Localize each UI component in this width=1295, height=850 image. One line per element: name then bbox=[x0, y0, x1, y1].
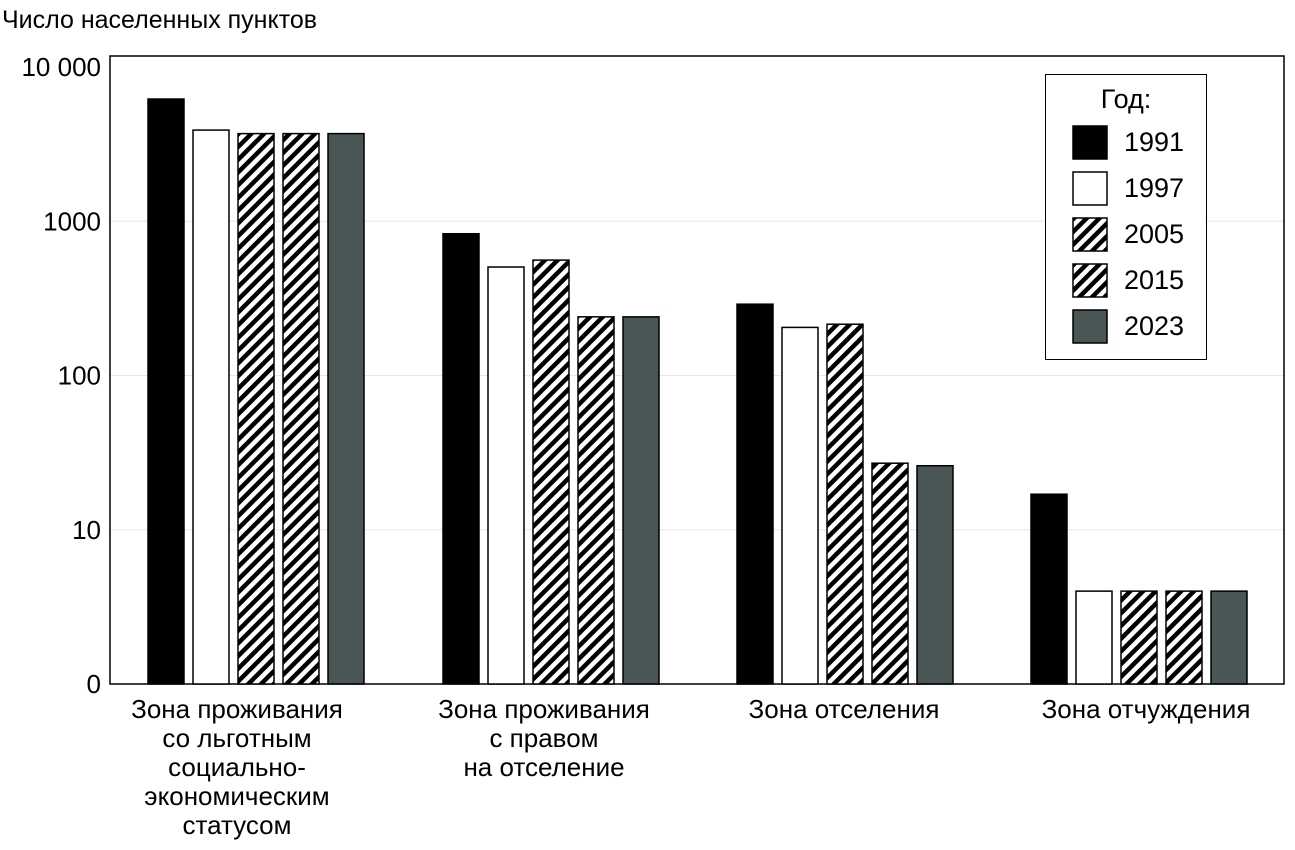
y-tick-label-1: 1000 bbox=[43, 206, 101, 236]
legend-label-2005: 2005 bbox=[1124, 219, 1185, 249]
bar-2023-cat-0 bbox=[327, 132, 365, 685]
category-label-0-line-2: социально- bbox=[168, 752, 306, 782]
bar-1997-cat-1 bbox=[487, 266, 525, 685]
category-label-0: Зона проживания со льготным социально- э… bbox=[87, 695, 387, 840]
bar-2005-cat-1 bbox=[532, 259, 570, 685]
bar-2015-cat-0 bbox=[282, 132, 320, 685]
bar-1997-cat-3 bbox=[1075, 590, 1113, 685]
legend-swatch-rect-1997 bbox=[1072, 171, 1108, 206]
bar-2015-cat-1 bbox=[577, 316, 615, 685]
category-label-0-line-4: статусом bbox=[182, 810, 292, 840]
bar-1997-cat-2 bbox=[781, 326, 819, 685]
category-label-3-line-0: Зона отчуждения bbox=[1041, 694, 1251, 724]
category-label-0-line-0: Зона проживания bbox=[131, 694, 343, 724]
y-tick-label-4: 0 bbox=[87, 669, 101, 699]
bar-1991-cat-3 bbox=[1030, 493, 1068, 685]
bar-1991-cat-1 bbox=[442, 232, 480, 685]
category-label-1-line-2: на отселение bbox=[463, 752, 625, 782]
legend-swatch-rect-2005 bbox=[1072, 217, 1108, 252]
legend: Год: 1991 1997 2005 2015 2023 bbox=[1045, 74, 1207, 360]
legend-label-2023: 2023 bbox=[1124, 311, 1185, 341]
y-tick-label-0: 10 000 bbox=[21, 52, 101, 82]
legend-swatch-2023 bbox=[1072, 309, 1108, 344]
legend-label-1997: 1997 bbox=[1124, 173, 1185, 203]
bar-2023-cat-1 bbox=[622, 316, 660, 685]
bar-2023-cat-3 bbox=[1210, 590, 1248, 685]
y-axis-label: Число населенных пунктов bbox=[2, 6, 318, 34]
bar-2015-cat-2 bbox=[871, 462, 909, 685]
legend-swatch-rect-2023 bbox=[1072, 309, 1108, 344]
bar-2005-cat-3 bbox=[1120, 590, 1158, 685]
legend-swatch-rect-2015 bbox=[1072, 263, 1108, 298]
bar-2005-cat-2 bbox=[826, 323, 864, 685]
legend-title: Год: bbox=[1100, 84, 1152, 114]
category-label-3: Зона отчуждения bbox=[996, 695, 1295, 724]
legend-label-1991: 1991 bbox=[1124, 127, 1185, 157]
legend-swatch-rect-1991 bbox=[1072, 125, 1108, 160]
category-label-2: Зона отселения bbox=[694, 695, 994, 724]
bar-1997-cat-0 bbox=[192, 129, 230, 685]
category-label-1-line-1: с правом bbox=[489, 723, 599, 753]
legend-swatch-1991 bbox=[1072, 125, 1108, 160]
legend-swatch-1997 bbox=[1072, 171, 1108, 206]
bars bbox=[147, 98, 1248, 685]
plot-frame bbox=[109, 55, 1285, 685]
legend-label-2015: 2015 bbox=[1124, 265, 1185, 295]
category-label-0-line-1: со льготным bbox=[162, 723, 312, 753]
bar-1991-cat-2 bbox=[736, 303, 774, 685]
category-label-1-line-0: Зона проживания bbox=[438, 694, 650, 724]
y-tick-label-3: 10 bbox=[72, 515, 101, 545]
bar-1991-cat-0 bbox=[147, 98, 185, 685]
bar-2023-cat-2 bbox=[916, 464, 954, 685]
category-label-2-line-0: Зона отселения bbox=[748, 694, 940, 724]
category-label-0-line-3: экономическим bbox=[144, 781, 330, 811]
legend-swatch-2005 bbox=[1072, 217, 1108, 252]
legend-swatch-2015 bbox=[1072, 263, 1108, 298]
y-tick-label-2: 100 bbox=[58, 361, 101, 391]
bar-2015-cat-3 bbox=[1165, 590, 1203, 685]
bar-2005-cat-0 bbox=[237, 132, 275, 685]
category-label-1: Зона проживания с правом на отселение bbox=[394, 695, 694, 782]
